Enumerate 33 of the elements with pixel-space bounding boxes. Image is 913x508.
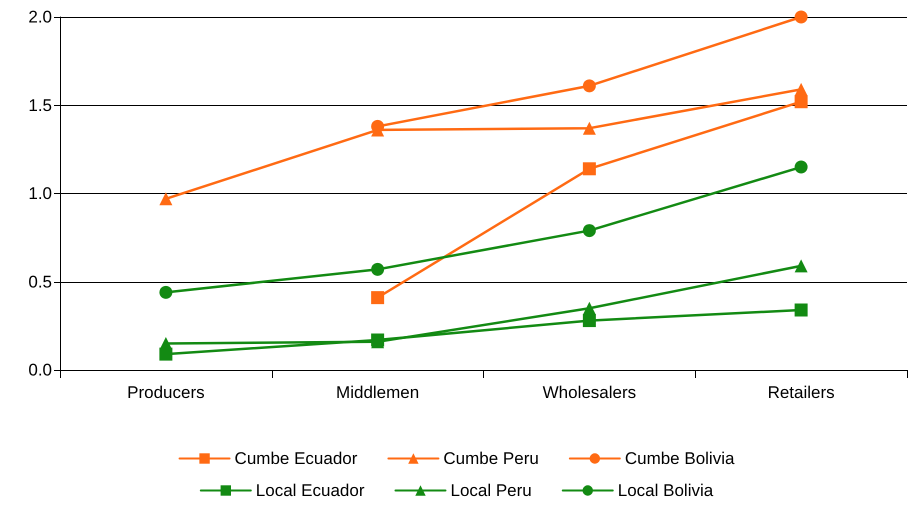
point (582, 314, 596, 328)
point (794, 82, 808, 96)
point (159, 192, 172, 206)
point (159, 337, 172, 350)
y-tick-label: 2.0 (28, 8, 52, 26)
point (582, 224, 596, 238)
legend-label: Local Ecuador (256, 481, 365, 500)
point (582, 302, 596, 315)
point (582, 122, 596, 135)
legend-label: Cumbe Bolivia (624, 449, 735, 468)
point (794, 259, 808, 272)
point (582, 162, 596, 176)
y-tick-label: 0.5 (28, 272, 52, 292)
point (582, 79, 596, 92)
point (371, 291, 384, 304)
y-tick-label: 0.0 (28, 360, 52, 380)
y-tick-label: 1.0 (28, 184, 52, 203)
x-tick-label: Producers (127, 383, 205, 402)
legend-label: Local Bolivia (618, 481, 714, 500)
legend-label: Local Peru (450, 481, 532, 500)
point (794, 95, 808, 108)
x-tick-label: Retailers (768, 383, 835, 402)
point (371, 262, 384, 276)
point (794, 160, 808, 174)
legend-label: Cumbe Ecuador (234, 449, 358, 468)
point (371, 120, 384, 133)
x-tick-label: Middlemen (336, 383, 420, 402)
point (159, 286, 172, 299)
point (794, 303, 808, 316)
y-tick-label: 1.5 (28, 96, 52, 115)
legend-label: Cumbe Peru (443, 449, 539, 468)
point (794, 10, 808, 24)
x-tick-label: Wholesalers (542, 383, 636, 402)
